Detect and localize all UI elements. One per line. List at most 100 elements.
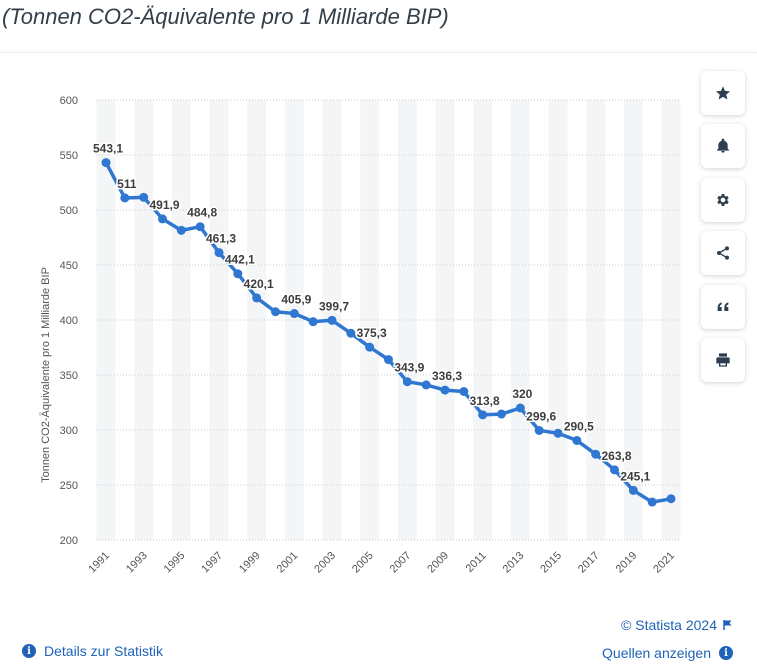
details-label: Details zur Statistik <box>44 643 164 659</box>
settings-button[interactable] <box>701 178 745 222</box>
data-label: 375,3 <box>357 326 387 340</box>
info-icon: i <box>22 644 36 658</box>
year-stripe <box>661 100 681 540</box>
quote-icon <box>717 302 729 311</box>
data-point <box>365 342 375 352</box>
data-label: 343,9 <box>394 361 424 375</box>
bell-icon <box>717 138 729 153</box>
sources-label: Quellen anzeigen <box>602 645 711 661</box>
print-button[interactable] <box>701 338 745 382</box>
year-stripe <box>586 100 606 540</box>
print-icon <box>716 353 730 367</box>
x-tick-labels: 1991 1993 1995 1997 1999 2001 2003 2005 2007 2009… <box>86 550 677 576</box>
data-point <box>252 293 262 303</box>
notification-button[interactable] <box>701 124 745 168</box>
data-point <box>346 328 356 338</box>
data-label: 399,7 <box>319 299 349 313</box>
year-stripe <box>397 100 417 540</box>
data-point <box>139 192 149 202</box>
data-point <box>101 158 111 168</box>
y-tick-label: 200 <box>60 535 78 547</box>
data-label: 491,9 <box>149 198 179 212</box>
data-point <box>553 428 563 438</box>
series-line-group <box>101 158 676 507</box>
data-point <box>176 225 186 235</box>
data-label: 405,9 <box>281 293 311 307</box>
data-point <box>666 494 676 504</box>
copyright-text: © Statista 2024 <box>621 617 717 633</box>
x-tick-label: 2001 <box>275 550 301 576</box>
x-tick-label: 2003 <box>312 550 338 576</box>
data-point <box>572 435 582 445</box>
x-tick-label: 2005 <box>350 550 376 576</box>
x-tick-label: 2009 <box>425 550 451 576</box>
x-tick-label: 1997 <box>199 550 225 576</box>
y-tick-labels: 200 250 300 350 400 450 500 550 600 <box>60 95 78 547</box>
x-tick-label: 2021 <box>651 550 677 576</box>
data-point <box>440 385 450 395</box>
chart-card: 200 250 300 350 400 450 500 550 600 1991 1993 1995… <box>0 52 757 667</box>
y-tick-label: 400 <box>60 315 78 327</box>
data-point <box>421 380 431 390</box>
data-label: 461,3 <box>206 232 236 246</box>
sources-link[interactable]: Quellen anzeigen i <box>602 645 733 661</box>
gear-icon <box>717 194 729 206</box>
y-tick-label: 500 <box>60 205 78 217</box>
x-tick-label: 2019 <box>614 550 640 576</box>
x-tick-label: 2015 <box>538 550 564 576</box>
data-label: 313,8 <box>470 394 500 408</box>
share-icon <box>717 246 729 260</box>
x-tick-label: 2011 <box>464 550 489 575</box>
data-point <box>308 317 318 327</box>
data-point <box>628 485 638 495</box>
data-point <box>534 425 544 435</box>
data-label: 484,8 <box>187 206 217 220</box>
data-point <box>327 315 337 325</box>
x-tick-label: 2007 <box>388 550 414 576</box>
year-stripe <box>247 100 267 540</box>
favorite-button[interactable] <box>701 71 745 115</box>
line-chart: 200 250 300 350 400 450 500 550 600 1991 1993 1995… <box>40 95 681 576</box>
data-point <box>214 248 224 258</box>
data-point <box>195 222 205 232</box>
data-point <box>610 465 619 475</box>
data-labels: 543,1 511 491,9 484,8 461,3 442,1 420,1 405,9 39… <box>91 140 652 485</box>
data-label: 263,8 <box>601 449 631 463</box>
data-point <box>515 403 525 413</box>
data-point <box>158 214 167 224</box>
data-point <box>459 387 469 396</box>
data-label: 543,1 <box>93 142 123 156</box>
share-button[interactable] <box>701 231 745 275</box>
data-label: 299,6 <box>526 409 556 423</box>
details-link[interactable]: i Details zur Statistik <box>22 643 163 659</box>
data-label: 420,1 <box>244 277 274 291</box>
data-point <box>647 497 657 507</box>
page-title: (Tonnen CO2-Äquivalente pro 1 Milliarde … <box>2 4 449 29</box>
y-axis-label: Tonnen CO2-Äquivalente pro 1 Milliarde B… <box>40 267 52 483</box>
data-point <box>591 449 601 459</box>
x-tick-label: 2013 <box>501 550 527 576</box>
x-tick-label: 1995 <box>162 550 188 576</box>
data-label: 511 <box>117 177 137 191</box>
data-point <box>478 410 488 420</box>
data-point <box>384 355 393 365</box>
data-point <box>289 309 299 319</box>
x-tick-label: 1993 <box>124 550 150 576</box>
data-label: 290,5 <box>564 419 594 433</box>
y-tick-label: 250 <box>60 480 78 492</box>
y-tick-label: 450 <box>60 260 78 272</box>
year-stripes <box>96 100 681 540</box>
star-icon <box>716 86 730 100</box>
x-tick-label: 1991 <box>86 550 112 576</box>
flag-icon <box>723 620 732 630</box>
copyright-notice[interactable]: © Statista 2024 <box>621 617 733 633</box>
data-label: 336,3 <box>432 369 462 383</box>
data-point <box>120 193 130 203</box>
data-point <box>233 269 243 279</box>
data-point <box>271 307 280 317</box>
data-label: 442,1 <box>225 253 255 267</box>
cite-button[interactable] <box>701 285 745 329</box>
y-tick-label: 350 <box>60 370 78 382</box>
y-tick-label: 600 <box>60 95 78 107</box>
info-icon: i <box>719 646 733 660</box>
